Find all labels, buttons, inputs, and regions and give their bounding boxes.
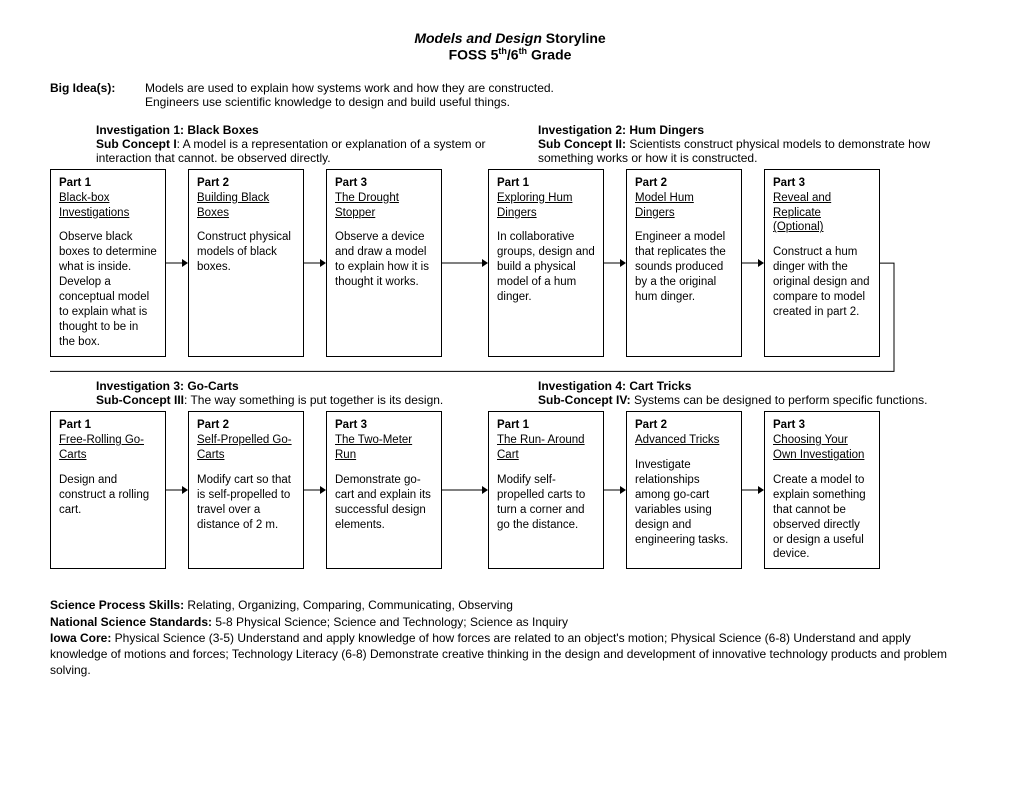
science-process-skills: Science Process Skills: Relating, Organi… [50,597,970,613]
part-body: Demonstrate go-cart and explain its succ… [335,473,433,533]
part-box: Part 2Self-Propelled Go-Carts Modify cart… [188,411,304,569]
part-body: Design and construct a rolling cart. [59,473,157,518]
part-box: Part 1Exploring Hum Dingers In collaborat… [488,169,604,357]
part-body: Observe black boxes to determine what is… [59,230,157,350]
part-body: In collaborative groups, design and buil… [497,230,595,305]
page-title: Models and Design Storyline [50,30,970,46]
part-body: Create a model to explain something that… [773,473,871,563]
row1-parts-wrapper: Part 1Black-box InvestigationsObserve bl… [50,169,970,357]
part-box: Part 1Black-box Investigations Observe bl… [50,169,166,357]
arrow-icon [166,169,188,357]
inv1-header: Investigation 1: Black Boxes Sub Concept… [50,123,528,165]
part-box: Part 3Reveal and Replicate (Optional) Con… [764,169,880,357]
part-title: Exploring Hum Dingers [497,191,595,221]
title-block: Models and Design Storyline FOSS 5th/6th… [50,30,970,63]
arrow-icon [604,169,626,357]
part-box: Part 2Advanced Tricks Investigate relatio… [626,411,742,569]
big-idea-text: Models are used to explain how systems w… [145,81,554,109]
title-rest: Storyline [542,30,606,46]
part-box: Part 3Choosing Your Own Investigation Cre… [764,411,880,569]
footer: Science Process Skills: Relating, Organi… [50,597,970,678]
inv2-subconcept: Sub Concept II: Scientists construct phy… [538,137,950,165]
inv-header-row-2: Investigation 3: Go-Carts Sub-Concept II… [50,379,970,407]
part-num: Part 2 [635,418,733,433]
big-idea-label: Big Idea(s): [50,81,145,109]
arrow-icon [304,411,326,569]
inv-header-row-1: Investigation 1: Black Boxes Sub Concept… [50,123,970,165]
row2-parts: Part 1Free-Rolling Go-CartsDesign and co… [50,411,970,569]
row1-parts: Part 1Black-box InvestigationsObserve bl… [50,169,970,357]
part-num: Part 3 [773,418,871,433]
arrow-icon [166,411,188,569]
part-box: Part 1Free-Rolling Go-Carts Design and co… [50,411,166,569]
page-subtitle: FOSS 5th/6th Grade [50,46,970,63]
part-num: Part 3 [773,176,871,191]
part-title: Self-Propelled Go-Carts [197,433,295,463]
mid-gap [442,169,488,357]
part-box: Part 1The Run- Around Cart Modify self-pr… [488,411,604,569]
part-num: Part 2 [197,176,295,191]
part-box: Part 3The Two-Meter Run Demonstrate go-ca… [326,411,442,569]
part-title: The Run- Around Cart [497,433,595,463]
arrow-icon [742,169,764,357]
part-num: Part 1 [59,418,157,433]
part-num: Part 1 [497,176,595,191]
part-title: Reveal and Replicate (Optional) [773,191,871,236]
part-body: Construct physical models of black boxes… [197,230,295,275]
iowa-core: Iowa Core: Physical Science (3-5) Unders… [50,630,970,679]
big-idea: Big Idea(s): Models are used to explain … [50,81,970,109]
part-box: Part 3The Drought Stopper Observe a devic… [326,169,442,357]
arrow-icon [742,411,764,569]
part-body: Construct a hum dinger with the original… [773,245,871,320]
part-body: Modify self-propelled carts to turn a co… [497,473,595,533]
inv4-subconcept: Sub-Concept IV: Systems can be designed … [538,393,950,407]
title-italic: Models and Design [414,30,542,46]
part-num: Part 3 [335,176,433,191]
inv1-subconcept: Sub Concept I: A model is a representati… [96,137,508,165]
arrow-icon [304,169,326,357]
national-science-standards: National Science Standards: 5-8 Physical… [50,614,970,630]
inv1-title: Investigation 1: Black Boxes [96,123,508,137]
part-title: Advanced Tricks [635,433,733,448]
part-title: The Drought Stopper [335,191,433,221]
inv2-title: Investigation 2: Hum Dingers [538,123,950,137]
inv4-title: Investigation 4: Cart Tricks [538,379,950,393]
part-body: Investigate relationships among go-cart … [635,458,733,548]
inv3-subconcept: Sub-Concept III: The way something is pu… [96,393,508,407]
inv2-header: Investigation 2: Hum Dingers Sub Concept… [528,123,970,165]
part-body: Modify cart so that is self-propelled to… [197,473,295,533]
part-title: The Two-Meter Run [335,433,433,463]
part-num: Part 1 [497,418,595,433]
mid-gap [442,411,488,569]
part-title: Choosing Your Own Investigation [773,433,871,463]
part-title: Free-Rolling Go-Carts [59,433,157,463]
arrow-icon [604,411,626,569]
inv4-header: Investigation 4: Cart Tricks Sub-Concept… [528,379,970,407]
part-num: Part 3 [335,418,433,433]
part-title: Black-box Investigations [59,191,157,221]
part-body: Engineer a model that replicates the sou… [635,230,733,305]
inv3-header: Investigation 3: Go-Carts Sub-Concept II… [50,379,528,407]
part-body: Observe a device and draw a model to exp… [335,230,433,290]
part-num: Part 2 [197,418,295,433]
part-title: Building Black Boxes [197,191,295,221]
part-num: Part 1 [59,176,157,191]
part-num: Part 2 [635,176,733,191]
inv3-title: Investigation 3: Go-Carts [96,379,508,393]
part-box: Part 2Building Black Boxes Construct phys… [188,169,304,357]
part-title: Model Hum Dingers [635,191,733,221]
part-box: Part 2Model Hum Dingers Engineer a model … [626,169,742,357]
